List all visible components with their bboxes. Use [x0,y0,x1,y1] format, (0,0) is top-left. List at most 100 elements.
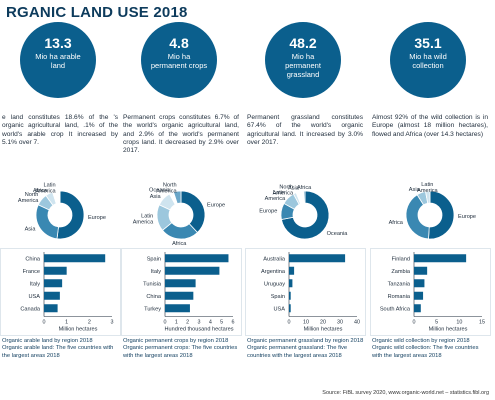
arable-land-bar-chart: 0 1 2 3 Million hectares China France Italy USA C… [0,248,121,336]
x-axis-label: Million hectares [304,327,343,333]
bar-label-zambia: Zambia [391,269,411,275]
bar-label-usa: USA [28,294,40,300]
bar-usa [289,304,291,313]
donut-slice-europe [180,190,206,234]
bar-spain [289,291,291,300]
x-tick-label: 20 [320,320,326,326]
bar-uruguay [289,279,293,288]
arable-land-circle: 13.3 Mio ha arable land [20,22,96,98]
x-axis-label: Million hectares [59,327,98,333]
bar-zambia [414,266,428,275]
permanent-crops-donut-chart: Europe Africa Latin America AsiaOceaniaNorth… [133,182,225,247]
caption-countries: Organic wild collection: The five countr… [372,345,479,359]
x-tick-label: 1 [65,320,68,326]
x-tick-label: 2 [88,320,91,326]
donut-label-africa: Africa [172,241,187,247]
bar-canada [44,304,58,313]
x-tick-label: 40 [354,320,360,326]
caption-region: Organic arable land by region 2018 [2,338,93,344]
x-tick-label: 1 [175,320,178,326]
donut-label-north-america: North America [156,182,177,194]
x-tick-label: 0 [413,320,416,326]
panel-permanent-crops: 4.8 Mio ha permanent crops Permanent cro… [121,22,242,367]
wild-collection-bar-chart: 0 5 10 15 Million hectares Finland Zambia Tanza… [370,248,491,336]
bar-label-uruguay: Uruguay [264,281,285,287]
panel-description: e land constitutes 18.6% of the 's organ… [2,114,118,146]
x-tick-label: 15 [479,320,485,326]
bar-italy [44,279,63,288]
bar-label-argentina: Argentina [261,269,286,275]
bar-usa [44,291,60,300]
donut-label-latin-america: Latin America [133,214,154,226]
bar-chart-frame [370,248,491,336]
donut-label-asia: Asia [25,226,37,232]
bar-italy [165,266,220,275]
caption-region: Organic wild collection by region 2018 [372,338,470,344]
bar-south-africa [414,304,421,313]
permanent-grassland-circle: 48.2 Mio ha permanent grassland [265,22,341,98]
x-tick-label: 0 [164,320,167,326]
x-tick-label: 10 [303,320,309,326]
donut-label-north-america: North America [18,192,39,204]
bar-finland [414,254,467,263]
x-tick-label: 3 [111,320,114,326]
x-tick-label: 2 [186,320,189,326]
bar-label-italy: Italy [151,269,161,275]
donut-label-asia: Asia [409,187,421,193]
caption-countries: Organic permanent crops: The five countr… [123,345,238,359]
bar-label-china: China [146,294,162,300]
donut-label-europe: Europe [259,209,277,215]
panel-wild-collection: 35.1 Mio ha wild collection Almost 92% o… [370,22,491,367]
caption-countries: Organic permanent grassland: The five co… [247,345,348,359]
permanent-crops-circle: 4.8 Mio ha permanent crops [141,22,217,98]
panel-description: Almost 92% of the wild collection is in … [372,114,488,138]
bar-china [44,254,106,263]
circle-value: 4.8 [169,35,189,51]
donut-label-oceania: Oceania [149,187,171,193]
x-tick-label: 0 [43,320,46,326]
x-axis-label: Million hectares [429,327,468,333]
bar-label-canada: Canada [20,306,40,312]
panel-permanent-grassland: 48.2 Mio ha permanent grassland Permanen… [245,22,366,367]
bar-label-spain: Spain [271,294,285,300]
donut-label-africa: Africa [389,220,404,226]
donut-label-africa: Africa [297,185,312,191]
bar-label-south-africa: South Africa [380,306,411,312]
donut-label-europe: Europe [458,214,476,220]
bar-argentina [289,266,295,275]
donut-label-europe: Europe [88,215,106,221]
panel-description: Permanent grassland constitutes 67.4% of… [247,114,363,146]
x-tick-label: 30 [337,320,343,326]
panel-caption: Organic wild collection by region 2018 O… [372,338,490,360]
bar-label-australia: Australia [263,256,286,262]
donut-slice-europe [56,190,85,240]
bar-china [165,291,194,300]
x-tick-label: 0 [288,320,291,326]
x-tick-label: 4 [209,320,212,326]
donut-slice-latin-america [425,190,431,204]
caption-region: Organic permanent grassland by region 20… [247,338,364,344]
circle-label: Mio ha permanent crops [150,52,208,70]
x-tick-label: 10 [456,320,462,326]
panel-arable-land: 13.3 Mio ha arable land e land constitut… [0,22,121,367]
panel-caption: Organic arable land by region 2018 Organ… [2,338,120,360]
bar-tanzania [414,279,425,288]
panel-caption: Organic permanent crops by region 2018 O… [123,338,241,360]
donut-label-asia: Asia [288,186,300,192]
permanent-grassland-bar-chart: 0 10 20 30 40 Million hectares Australia Argent… [245,248,366,336]
circle-value: 48.2 [289,35,317,51]
bar-label-france: France [23,269,40,275]
bar-chart-frame [245,248,366,336]
donut-label-africa: Africa [33,188,48,194]
wild-collection-circle: 35.1 Mio ha wild collection [390,22,466,98]
donut-slice-oceania [280,190,330,240]
bar-label-turkey: Turkey [144,306,161,312]
bar-label-italy: Italy [30,281,40,287]
donut-slice-africa [303,190,306,204]
bar-turkey [165,304,190,313]
bar-label-romania: Romania [388,294,411,300]
caption-countries: Organic arable land: The five countries … [2,345,114,359]
x-tick-label: 6 [232,320,235,326]
